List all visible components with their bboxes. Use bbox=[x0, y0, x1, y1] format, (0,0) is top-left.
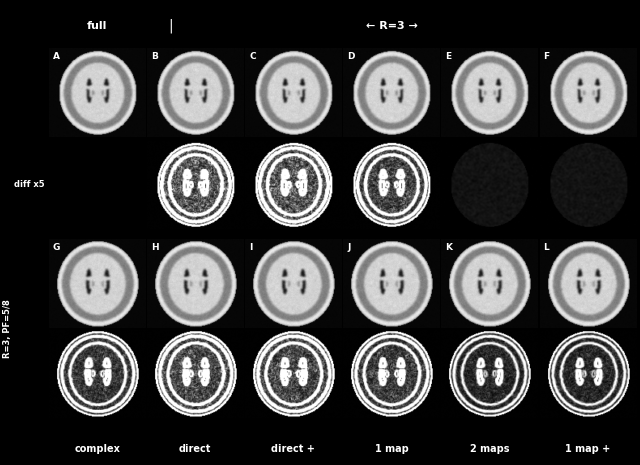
Text: 1 map: 1 map bbox=[374, 444, 408, 454]
Text: |: | bbox=[168, 18, 173, 33]
Text: R=3, PF=5/8: R=3, PF=5/8 bbox=[3, 299, 12, 359]
Text: D: D bbox=[348, 52, 355, 61]
Text: diff x5: diff x5 bbox=[14, 180, 45, 189]
Text: direct: direct bbox=[179, 444, 211, 454]
Text: 1 map +: 1 map + bbox=[565, 444, 611, 454]
Text: G: G bbox=[53, 243, 60, 252]
Text: F: F bbox=[543, 52, 550, 61]
Text: 2 maps: 2 maps bbox=[470, 444, 509, 454]
Text: full: full bbox=[87, 20, 108, 31]
Text: A: A bbox=[53, 52, 60, 61]
Text: J: J bbox=[348, 243, 351, 252]
Text: H: H bbox=[151, 243, 159, 252]
Text: K: K bbox=[445, 243, 452, 252]
Text: B: B bbox=[151, 52, 158, 61]
Text: complex: complex bbox=[74, 444, 120, 454]
Text: I: I bbox=[249, 243, 252, 252]
Text: direct +: direct + bbox=[271, 444, 316, 454]
Text: ← R=3 →: ← R=3 → bbox=[365, 20, 417, 31]
Text: C: C bbox=[249, 52, 256, 61]
Text: E: E bbox=[445, 52, 451, 61]
Text: L: L bbox=[543, 243, 549, 252]
